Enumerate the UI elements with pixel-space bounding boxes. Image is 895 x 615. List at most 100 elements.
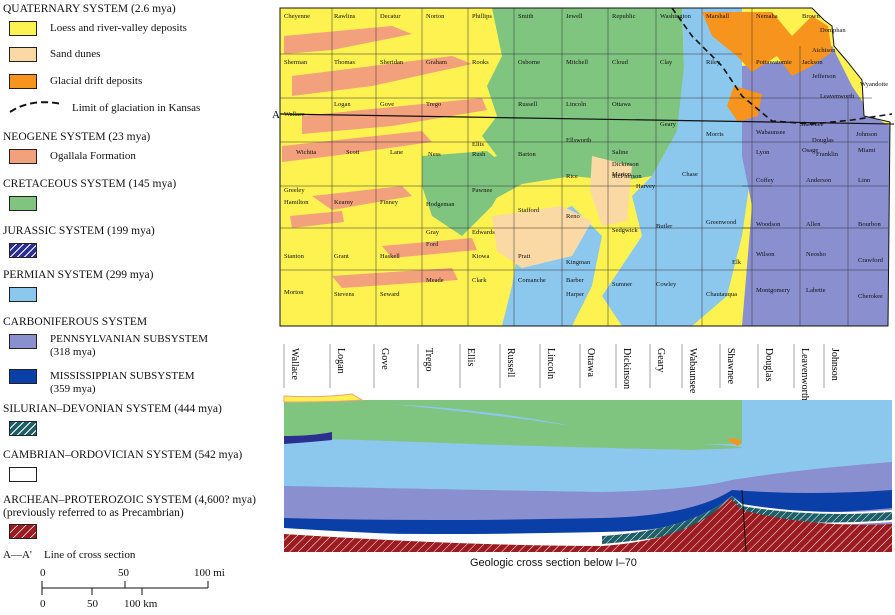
county-label: Gray — [426, 229, 440, 236]
xsec-jurassic — [284, 432, 332, 444]
county-label: Geary — [660, 121, 677, 128]
county-label: Stanton — [284, 253, 305, 260]
swatch-archean — [9, 524, 37, 539]
county-label: Republic — [612, 13, 636, 20]
legend-pennsylvanian-age: (318 mya) — [50, 346, 96, 358]
county-label: Ottawa — [612, 101, 631, 108]
county-label: Haskell — [380, 253, 400, 260]
county-label: Jewell — [566, 13, 583, 20]
county-label: McPherson — [612, 173, 642, 180]
county-label: Neosho — [806, 251, 826, 258]
xsec-mississippian — [284, 490, 892, 534]
county-label: Jackson — [802, 59, 823, 66]
county-label: Ford — [426, 241, 439, 248]
county-label: Osage — [802, 147, 818, 154]
xsec-cretaceous-lower — [284, 396, 742, 450]
cross-section-ticks: Wallace Logan Gove Trego Ellis Russell Lincoln… — [283, 344, 840, 401]
legend-mississippian: MISSISSIPPIAN SUBSYSTEM — [50, 370, 195, 382]
county-label: Edwards — [472, 229, 495, 236]
legend-carboniferous-title: CARBONIFEROUS SYSTEM — [3, 316, 148, 328]
xsec-archean — [284, 498, 892, 552]
county-label: Cloud — [612, 59, 629, 66]
xsec-county-label: Russell — [505, 348, 516, 378]
xsec-fault — [741, 489, 747, 553]
swatch-glacial-drift — [9, 74, 37, 89]
xsec-county-label: Wallace — [289, 348, 300, 381]
cross-section-symbol: A—A' — [3, 549, 32, 561]
county-label: Kearny — [334, 199, 354, 206]
county-label: Butler — [656, 223, 673, 230]
legend-silurian-title: SILURIAN–DEVONIAN SYSTEM (444 mya) — [3, 403, 222, 415]
county-label: Pottawatomie — [756, 59, 792, 66]
swatch-jurassic — [9, 243, 37, 258]
county-label: Wilson — [756, 251, 775, 258]
county-label: Phillips — [472, 13, 492, 20]
county-label: Lincoln — [566, 101, 587, 108]
county-label: Scott — [346, 149, 360, 156]
county-label: Lyon — [756, 149, 770, 156]
county-label: Elk — [732, 259, 742, 266]
county-label: Rice — [566, 173, 578, 180]
county-label: Thomas — [334, 59, 355, 66]
county-label: Leavenworth — [820, 93, 855, 100]
swatch-pennsylvanian — [9, 334, 37, 349]
xsec-county-label: Ottawa — [585, 348, 596, 377]
county-label: Wyandotte — [860, 81, 888, 88]
county-label: Allen — [806, 221, 821, 228]
cross-section-caption: Geologic cross section below I–70 — [470, 557, 637, 569]
swatch-loess — [9, 21, 37, 36]
county-label: Stafford — [518, 207, 540, 214]
county-label: Comanche — [518, 277, 546, 284]
county-label: Greenwood — [706, 219, 737, 226]
county-label: Graham — [426, 59, 447, 66]
legend-sand-dunes: Sand dunes — [50, 48, 101, 60]
scale-km-100: 100 km — [124, 598, 158, 610]
legend-quaternary-title: QUATERNARY SYSTEM (2.6 mya) — [3, 3, 176, 15]
county-label: Coffey — [756, 177, 775, 184]
scale-mi-0: 0 — [40, 567, 46, 579]
geologic-map: A Cheyenne Rawlins Decatur Norton Phillips Sm… — [272, 7, 894, 327]
county-label: Pawnee — [472, 187, 492, 194]
legend-jurassic-title: JURASSIC SYSTEM (199 mya) — [3, 225, 155, 237]
county-label: Clark — [472, 277, 487, 284]
county-label: Harvey — [636, 183, 656, 190]
county-label: Labette — [806, 287, 826, 294]
county-label: Norton — [426, 13, 445, 20]
legend-pennsylvanian: PENNSYLVANIAN SUBSYSTEM — [50, 333, 209, 345]
county-label: Lane — [390, 149, 403, 156]
scale-km-50: 50 — [87, 598, 98, 610]
swatch-ogallala — [9, 149, 37, 164]
xsec-county-label: Douglas — [763, 348, 774, 381]
glaciation-line-icon — [9, 101, 63, 113]
legend-cambrian-title: CAMBRIAN–ORDOVICIAN SYSTEM (542 mya) — [3, 449, 243, 461]
county-label: Greeley — [284, 187, 305, 194]
legend-permian-title: PERMIAN SYSTEM (299 mya) — [3, 269, 154, 281]
county-label: Linn — [858, 177, 871, 184]
legend-mississippian-age: (359 mya) — [50, 383, 96, 395]
county-label: Hodgeman — [426, 201, 455, 208]
xsec-surface-deposits — [283, 393, 364, 403]
legend-panel: QUATERNARY SYSTEM (2.6 mya) Loess and ri… — [0, 0, 272, 615]
county-label: Nemaha — [756, 13, 778, 20]
county-label: Chautauqua — [706, 291, 737, 298]
county-label: Russell — [518, 101, 537, 108]
county-label: Cowley — [656, 281, 677, 288]
county-label: Douglas — [812, 137, 834, 144]
scale-mi-100: 100 mi — [194, 567, 225, 579]
county-label: Kingman — [566, 259, 591, 266]
county-label: Johnson — [856, 131, 878, 138]
cross-section-label-a: A — [272, 109, 280, 121]
county-label: Wallace — [284, 111, 305, 118]
xsec-glacial — [727, 438, 742, 446]
county-label: Marshall — [706, 13, 729, 20]
county-label: Franklin — [816, 151, 839, 158]
xsec-county-label: Ellis — [465, 348, 476, 366]
county-label: Meade — [426, 277, 444, 284]
county-label: Clay — [660, 59, 673, 66]
county-label: Doniphan — [820, 27, 846, 34]
xsec-county-label: Trego — [423, 348, 434, 372]
swatch-mississippian — [9, 369, 37, 384]
county-grid — [280, 8, 888, 326]
xsec-cretaceous — [284, 396, 742, 444]
county-label: Marion — [612, 171, 632, 178]
